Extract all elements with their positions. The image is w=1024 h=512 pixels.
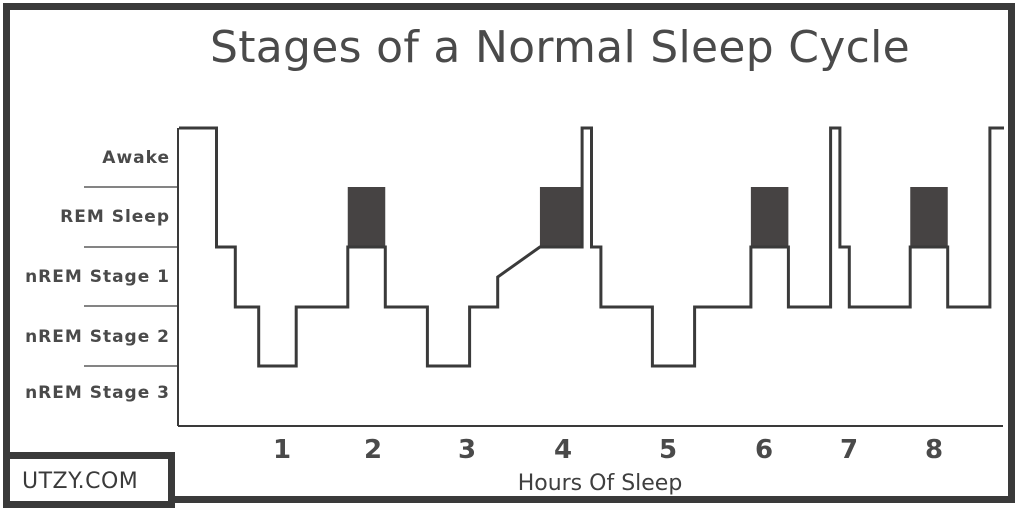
y-label-stage1: nREM Stage 1 [25, 267, 170, 287]
x-axis-label: Hours Of Sleep [518, 471, 683, 496]
chart-frame [3, 3, 1015, 503]
y-label-stage3: nREM Stage 3 [25, 383, 170, 403]
rem-block-2 [539, 187, 583, 247]
y-label-stage2: nREM Stage 2 [25, 327, 170, 347]
brand-box [3, 452, 175, 508]
x-tick-8: 8 [925, 435, 943, 465]
y-label-awake: Awake [102, 148, 170, 168]
x-tick-7: 7 [840, 435, 858, 465]
brand-text: UTZY.COM [22, 469, 139, 494]
hypnogram-line-group [179, 126, 1004, 368]
y-label-rem: REM Sleep [60, 207, 170, 227]
chart-title: Stages of a Normal Sleep Cycle [209, 22, 911, 73]
x-tick-6: 6 [755, 435, 773, 465]
x-tick-2: 2 [364, 435, 382, 465]
rem-block-4 [910, 187, 948, 247]
rem-block-3 [750, 187, 789, 247]
rem-blocks [347, 187, 948, 247]
hypnogram-line [179, 126, 1004, 368]
rem-block-1 [347, 187, 386, 247]
x-tick-3: 3 [458, 435, 476, 465]
x-tick-4: 4 [554, 435, 572, 465]
x-tick-1: 1 [273, 435, 291, 465]
x-tick-5: 5 [659, 435, 677, 465]
